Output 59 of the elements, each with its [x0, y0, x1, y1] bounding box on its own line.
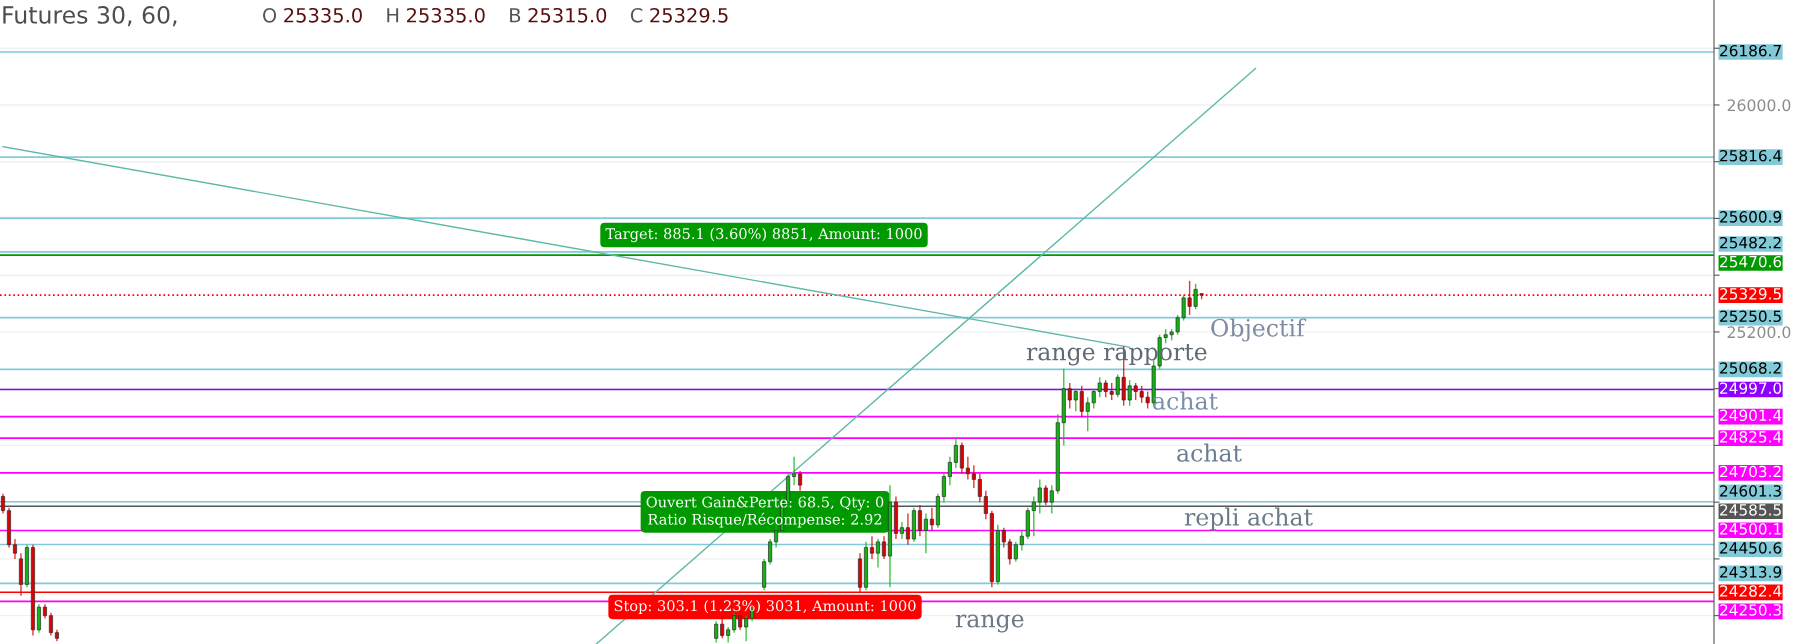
annotation: Target: 885.1 (3.60%) 8851, Amount: 1000 — [605, 227, 922, 243]
annotation: Objectif — [1211, 318, 1307, 342]
annotation: repli achat — [1184, 507, 1313, 531]
ref-line-label: 24585.5 — [1720, 504, 1781, 516]
ref-line-label: 25250.5 — [1720, 310, 1781, 323]
ref-line-label: 24703.2 — [1720, 465, 1781, 478]
candlestick — [1, 492, 5, 515]
chart-title: Futures 30, 60, — [3, 5, 177, 27]
annotation: range — [955, 614, 1024, 633]
ref-line-label: 25329.5 — [1720, 288, 1781, 300]
ref-line-label: 25600.9 — [1720, 211, 1782, 223]
candlestick — [1013, 541, 1018, 563]
candlestick — [768, 538, 773, 566]
ref-line-label: 24282.4 — [1720, 585, 1782, 597]
candlestick — [720, 614, 725, 640]
ref-line-label: 24901.4 — [1720, 409, 1782, 422]
ref-line-label: 24313.9 — [1720, 566, 1782, 578]
candlestick — [792, 456, 797, 486]
candlestick — [1019, 529, 1024, 552]
ref-line-label: 24825.4 — [1720, 431, 1782, 443]
annotation: Stop: 303.1 (1.23%) 3031, Amount: 1000 — [614, 599, 916, 615]
candlestick — [923, 512, 928, 554]
ref-line-label: 24601.3 — [1720, 485, 1781, 497]
candlestick — [869, 535, 874, 560]
candlestick — [12, 538, 17, 560]
ref-line-label: 25068.2 — [1720, 362, 1781, 374]
candlestick — [965, 456, 970, 481]
candlestick — [732, 612, 737, 634]
ref-line-label: 24500.1 — [1720, 523, 1781, 535]
candlestick — [798, 470, 803, 492]
ref-line-label: 24450.6 — [1720, 542, 1782, 554]
ref-line-label: 24250.3 — [1720, 604, 1781, 616]
candlestick — [941, 473, 946, 503]
annotation: achat — [1177, 443, 1242, 462]
candlestick — [714, 620, 719, 644]
candlestick — [917, 504, 922, 537]
candlestick — [905, 512, 910, 546]
ref-line-label: 26186.7 — [1720, 44, 1781, 57]
candlestick — [48, 612, 53, 637]
candlestick — [953, 436, 958, 469]
candlestick — [36, 603, 41, 634]
ref-line-label: 25470.6 — [1720, 255, 1782, 268]
candlestick — [959, 441, 964, 475]
annotation: Ouvert Gain&Perte: 68.5, Qty: 0 Ratio Risque/Récompense: 2.92 — [646, 496, 884, 528]
candlestick — [983, 490, 988, 520]
ref-line-label: 24997.0 — [1720, 382, 1782, 394]
candlestick — [929, 507, 934, 532]
candlestick — [977, 473, 982, 503]
candlestick — [947, 456, 952, 486]
candlestick — [1001, 526, 1006, 549]
candlestick — [744, 614, 749, 642]
candlestick — [971, 464, 976, 489]
candlestick — [881, 535, 886, 560]
candlestick — [1007, 538, 1012, 566]
candlestick — [875, 538, 880, 569]
y-tick-label: 25200.0 — [1727, 326, 1791, 339]
y-tick-label: 26000.0 — [1727, 99, 1791, 112]
ref-line-label: 25816.4 — [1720, 149, 1782, 162]
ref-line-label: 25482.2 — [1720, 236, 1781, 249]
